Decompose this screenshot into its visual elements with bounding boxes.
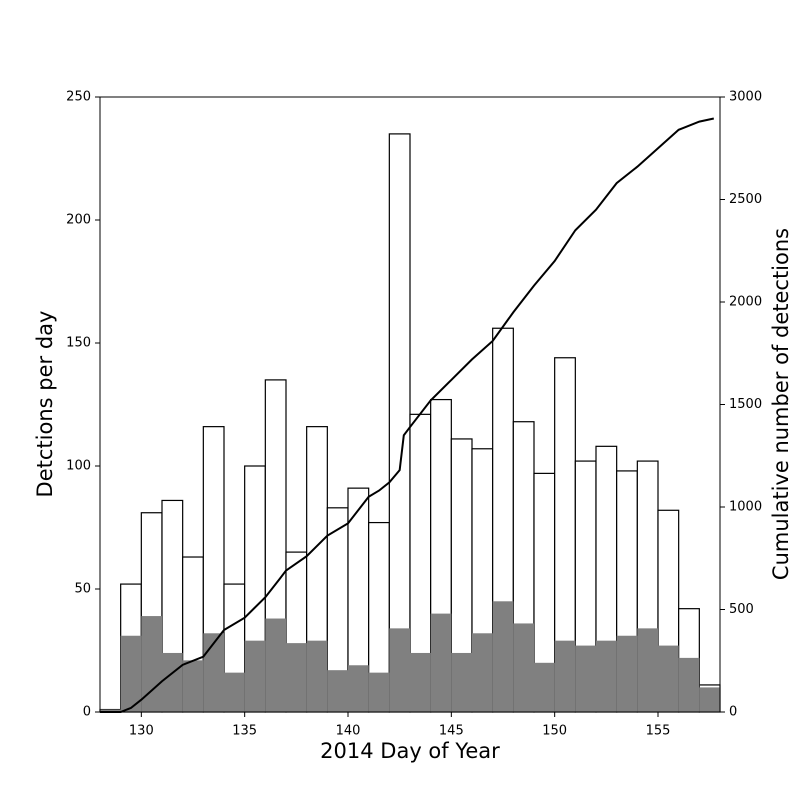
cumulative-line	[100, 117, 715, 713]
x-tick-label: 155	[646, 724, 671, 739]
histogram-bar	[203, 633, 224, 712]
y2-tick-label: 3000	[729, 90, 762, 105]
histogram-bar	[244, 640, 266, 712]
y-tick-label: 100	[66, 459, 91, 474]
x-axis-label: 2014 Day of Year	[320, 739, 500, 763]
histogram-bar	[658, 645, 679, 712]
histogram-bar	[616, 635, 638, 712]
histogram-bar	[224, 672, 245, 712]
histogram-bar	[534, 662, 555, 712]
y2-tick-label: 2500	[729, 192, 762, 207]
histogram-bar	[472, 633, 493, 712]
y-tick-label: 50	[74, 582, 91, 597]
histogram-bar	[120, 635, 142, 712]
y2-tick-label: 1500	[729, 397, 762, 412]
histogram-bar	[389, 628, 410, 712]
histogram-bar	[100, 709, 121, 712]
x-tick-label: 135	[232, 724, 257, 739]
y-tick-label: 0	[83, 705, 91, 720]
x-tick-label: 150	[542, 724, 567, 739]
histogram-bar	[388, 133, 411, 713]
histogram-bar	[162, 652, 183, 712]
histogram-bar	[327, 670, 348, 712]
histogram-bar	[554, 640, 576, 712]
y-tick-label: 250	[66, 90, 91, 105]
y-tick-label: 200	[66, 213, 91, 228]
histogram-bar	[265, 618, 286, 712]
histogram-bar	[451, 652, 472, 712]
histogram-bar	[306, 640, 328, 712]
x-tick-label: 140	[336, 724, 361, 739]
histogram-bar	[575, 645, 596, 712]
y2-axis-label: Cumulative number of detections	[769, 228, 793, 580]
y2-tick-label: 1000	[729, 500, 762, 515]
x-tick-label: 130	[129, 724, 154, 739]
y2-tick-label: 500	[729, 602, 754, 617]
histogram-bar	[182, 660, 204, 712]
histogram-bar	[678, 657, 700, 712]
histogram-bar	[596, 640, 617, 712]
y-axis-label: Detctions per day	[33, 311, 57, 498]
histogram-bar	[699, 687, 720, 712]
y-tick-label: 150	[66, 336, 91, 351]
histogram-bar	[286, 643, 307, 712]
x-tick-label: 145	[439, 724, 464, 739]
histogram-bar	[368, 672, 390, 712]
y2-tick-label: 0	[729, 705, 737, 720]
histogram-bar	[410, 652, 431, 712]
histogram-bar	[430, 613, 452, 712]
histogram-bar	[492, 601, 514, 712]
histogram-bar	[141, 616, 162, 712]
histogram-bar	[637, 628, 658, 712]
histogram-bar	[348, 665, 369, 712]
y2-tick-label: 2000	[729, 295, 762, 310]
histogram-bar	[513, 623, 534, 712]
